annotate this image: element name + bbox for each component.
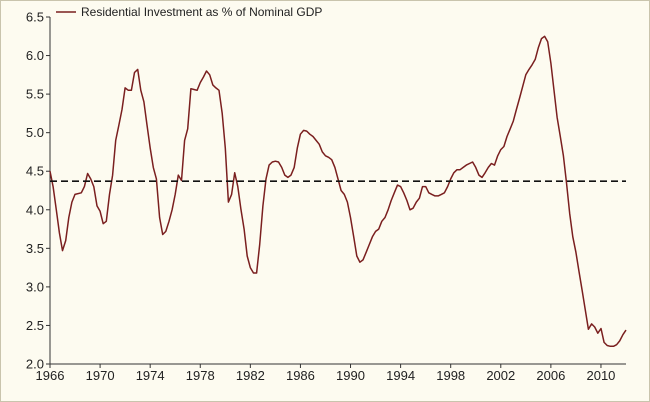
x-tick-label: 1974 [136, 368, 165, 383]
y-tick-label: 5.5 [26, 87, 44, 102]
x-tick-label: 1978 [186, 368, 215, 383]
legend: Residential Investment as % of Nominal G… [56, 5, 322, 19]
y-tick-label: 6.5 [26, 10, 44, 25]
x-tick-label: 2002 [486, 368, 515, 383]
x-tick-label: 1982 [236, 368, 265, 383]
series-layer [49, 35, 627, 348]
x-tick-label: 2006 [536, 368, 565, 383]
x-tick-label: 2010 [586, 368, 615, 383]
x-tick-label: 1994 [386, 368, 415, 383]
y-tick-label: 4.0 [26, 202, 44, 217]
y-tick-label: 6.0 [26, 48, 44, 63]
x-tick-label: 1966 [36, 368, 65, 383]
legend-label: Residential Investment as % of Nominal G… [81, 5, 322, 19]
y-axis-ticks: 2.0 2.5 3.0 3.5 4.0 4.5 5.0 5.5 6.0 6.5 [26, 10, 50, 372]
y-tick-label: 3.5 [26, 241, 44, 256]
axes [49, 17, 626, 365]
y-tick-label: 2.0 [26, 357, 44, 372]
y-tick-label: 5.0 [26, 125, 44, 140]
x-tick-label: 1986 [286, 368, 315, 383]
series-line-residential-investment [49, 35, 627, 348]
x-tick-label: 1990 [336, 368, 365, 383]
x-axis-ticks: 1966 1970 1974 1978 1982 1986 1990 1994 1998 2002… [36, 364, 615, 383]
y-tick-label: 2.5 [26, 318, 44, 333]
x-tick-label: 1970 [86, 368, 115, 383]
y-tick-label: 4.5 [26, 164, 44, 179]
y-tick-label: 3.0 [26, 279, 44, 294]
x-tick-label: 1998 [436, 368, 465, 383]
